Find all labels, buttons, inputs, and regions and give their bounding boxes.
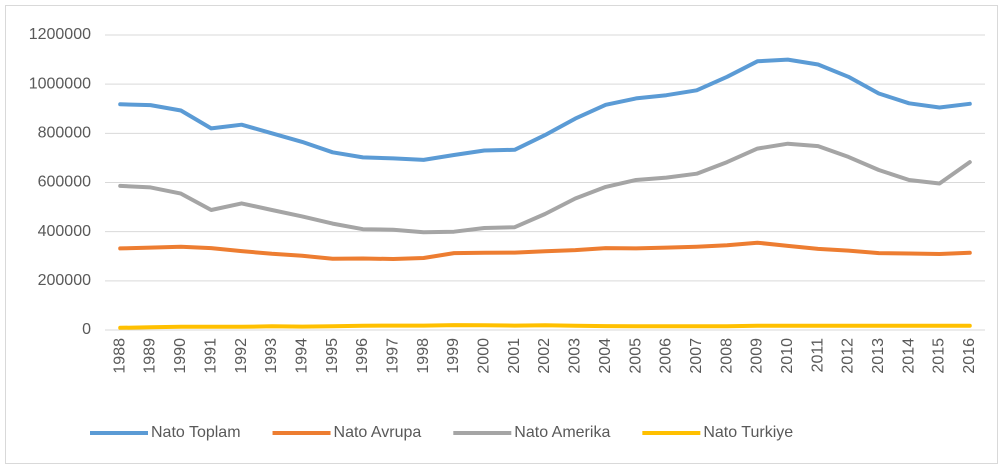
x-tick-label: 1993 — [263, 338, 280, 374]
x-tick-label: 1992 — [233, 338, 250, 374]
x-tick-label: 2007 — [688, 338, 705, 374]
x-tick-label: 2014 — [900, 338, 917, 374]
x-tick-label: 2010 — [779, 338, 796, 374]
x-tick-label: 1999 — [445, 338, 462, 374]
x-tick-label: 2015 — [931, 338, 948, 374]
legend-label: Nato Toplam — [151, 424, 241, 441]
x-tick-label: 1997 — [384, 338, 401, 374]
y-tick-label: 200000 — [38, 272, 91, 289]
legend-label: Nato Amerika — [514, 424, 610, 441]
x-tick-label: 2005 — [627, 338, 644, 374]
y-tick-label: 1000000 — [29, 75, 91, 92]
x-tick-label: 2002 — [536, 338, 553, 374]
x-tick-label: 2000 — [476, 338, 493, 374]
y-tick-label: 600000 — [38, 174, 91, 191]
series-line — [118, 323, 972, 330]
x-tick-label: 2006 — [658, 338, 675, 374]
series-line — [118, 57, 972, 162]
x-tick-label: 1991 — [202, 338, 219, 374]
series-line — [118, 141, 972, 235]
x-tick-label: 2009 — [749, 338, 766, 374]
x-tick-label: 1996 — [354, 338, 371, 374]
x-tick-label: 2012 — [840, 338, 857, 374]
y-tick-label: 1200000 — [29, 26, 91, 43]
y-tick-label: 0 — [82, 321, 91, 338]
x-tick-label: 1995 — [324, 338, 341, 374]
x-tick-label: 2011 — [809, 338, 826, 373]
y-tick-label: 400000 — [38, 223, 91, 240]
x-tick-label: 1990 — [172, 338, 189, 374]
x-tick-label: 2003 — [567, 338, 584, 374]
y-tick-label: 800000 — [38, 125, 91, 142]
chart-border — [5, 5, 998, 464]
legend-label: Nato Avrupa — [334, 424, 422, 441]
x-tick-label: 2008 — [718, 338, 735, 374]
x-tick-label: 2013 — [870, 338, 887, 374]
x-tick-label: 2004 — [597, 338, 614, 374]
x-tick-label: 2001 — [506, 338, 523, 374]
x-tick-label: 2016 — [961, 338, 978, 374]
x-tick-label: 1988 — [111, 338, 128, 374]
x-tick-label: 1994 — [293, 338, 310, 374]
x-tick-label: 1998 — [415, 338, 432, 374]
series-line — [118, 240, 972, 261]
legend-label: Nato Turkiye — [703, 424, 793, 441]
x-tick-label: 1989 — [142, 338, 159, 374]
